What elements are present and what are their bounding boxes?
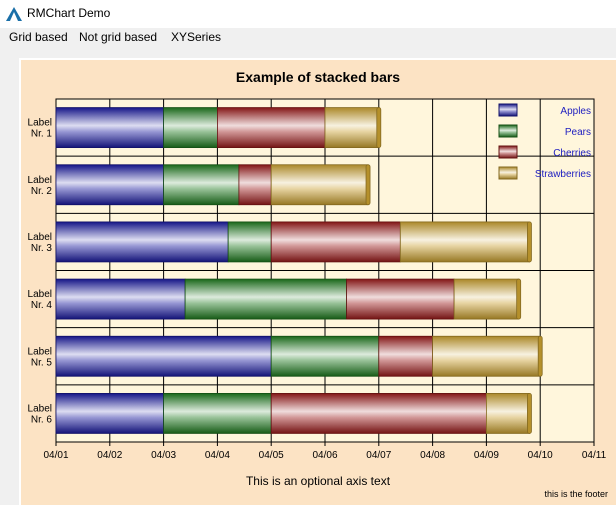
legend-label: Cherries: [553, 148, 591, 159]
bar-segment: [227, 221, 272, 263]
legend-swatch: [498, 145, 518, 159]
bar-end-cap: [516, 278, 522, 320]
legend-label: Apples: [560, 106, 591, 117]
bar-segment: [453, 278, 520, 320]
menu-not-grid-based[interactable]: Not grid based: [79, 30, 158, 44]
bar-end-cap: [376, 107, 382, 148]
y-category-label: Label Nr. 2: [28, 175, 53, 197]
y-category-label: Label Nr. 6: [28, 403, 53, 425]
x-tick-label: 04/04: [205, 450, 230, 461]
app-icon: [6, 7, 22, 21]
bar-segment: [238, 164, 272, 206]
y-category-label: Label Nr. 3: [28, 232, 53, 254]
chart-footer: this is the footer: [544, 489, 608, 499]
stacked-bar-chart: 04/01 04/02 04/03 04/04 04/05 04/06 04/07 04/08…: [28, 69, 608, 499]
legend-label: Strawberries: [535, 169, 591, 180]
bar-segment: [163, 393, 272, 434]
x-tick-label: 04/07: [366, 450, 391, 461]
legend-swatch: [498, 103, 518, 117]
x-tick-label: 04/03: [151, 450, 176, 461]
menu-xyseries[interactable]: XYSeries: [171, 30, 222, 44]
bar-segment: [399, 221, 530, 263]
bar-segment: [55, 164, 164, 206]
bar-segment: [270, 164, 369, 206]
bar-segment: [270, 221, 401, 263]
bar-segment: [270, 393, 487, 434]
bar-segment: [55, 107, 164, 148]
chart-title: Example of stacked bars: [236, 69, 400, 85]
bar-segment: [485, 393, 530, 434]
bar-segment: [55, 335, 272, 377]
y-category-label: Label Nr. 1: [28, 118, 53, 140]
x-tick-label: 04/11: [582, 450, 607, 461]
bar-end-cap: [527, 393, 532, 434]
menu-bar: Grid based Not grid based XYSeries: [0, 28, 616, 48]
bar-segment: [55, 393, 164, 434]
bar-segment: [324, 107, 380, 148]
bar-end-cap: [527, 221, 532, 263]
bar-segment: [184, 278, 347, 320]
bar-segment: [270, 335, 380, 377]
x-axis-label: This is an optional axis text: [246, 474, 391, 488]
x-tick-label: 04/09: [474, 450, 499, 461]
menu-grid-based[interactable]: Grid based: [9, 30, 68, 44]
x-tick-label: 04/02: [97, 450, 122, 461]
legend-label: Pears: [565, 127, 591, 138]
legend-swatch: [498, 124, 518, 138]
x-tick-label: 04/01: [43, 450, 68, 461]
y-category-label: Label Nr. 4: [28, 289, 53, 311]
x-tick-label: 04/05: [259, 450, 284, 461]
bar-segment: [378, 335, 433, 377]
bar-segment: [163, 164, 240, 206]
bar-end-cap: [537, 335, 543, 377]
bar-segment: [216, 107, 326, 148]
x-tick-label: 04/06: [312, 450, 337, 461]
x-tick-label: 04/08: [420, 450, 445, 461]
bar-segment: [163, 107, 218, 148]
x-tick-label: 04/10: [528, 450, 553, 461]
y-category-label: Label Nr. 5: [28, 346, 53, 368]
window-titlebar: RMChart Demo: [0, 0, 616, 28]
legend-swatch: [498, 166, 518, 180]
bar-end-cap: [365, 164, 371, 206]
bar-segment: [55, 278, 186, 320]
chart-frame: 04/01 04/02 04/03 04/04 04/05 04/06 04/07 04/08…: [19, 58, 616, 505]
bar-segment: [432, 335, 541, 377]
window-title: RMChart Demo: [27, 6, 111, 20]
bar-segment: [55, 221, 229, 263]
bar-segment: [346, 278, 455, 320]
